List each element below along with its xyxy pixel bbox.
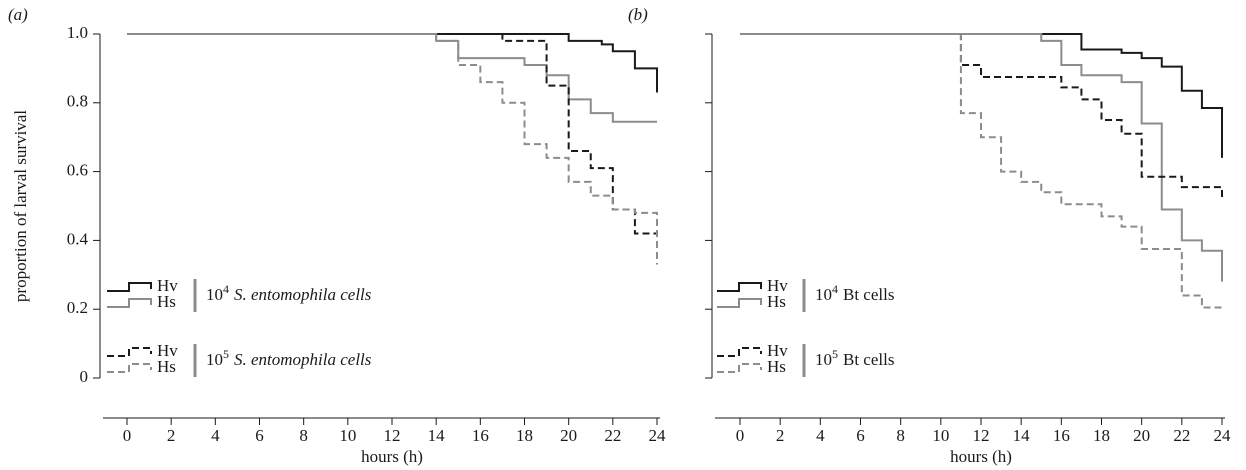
x-tick-label: 6 <box>255 426 264 445</box>
legend-swatch <box>717 298 762 308</box>
legend-group-label: 105 Bt cells <box>815 347 894 369</box>
x-tick-label: 20 <box>560 426 577 445</box>
legend-label: Hv <box>767 276 788 295</box>
group-base: 10 <box>815 350 832 369</box>
legend-label: Hs <box>157 292 176 311</box>
y-axis-label: proportion of larval survival <box>11 110 30 302</box>
panel-label: (b) <box>628 5 648 24</box>
x-tick-label: 24 <box>649 426 667 445</box>
legend-swatch <box>107 363 152 373</box>
x-tick-label: 4 <box>816 426 825 445</box>
panel-label: (a) <box>8 5 28 24</box>
survival-line <box>740 33 1223 282</box>
group-base: 10 <box>815 285 832 304</box>
legend-swatch <box>107 347 152 357</box>
x-axis-label: hours (h) <box>950 447 1012 466</box>
survival-line <box>127 33 658 93</box>
panel: (a) proportion of larval survival hours (h… <box>8 5 666 466</box>
x-tick-label: 4 <box>211 426 220 445</box>
x-tick-label: 22 <box>604 426 621 445</box>
legend-swatch <box>107 282 152 292</box>
survival-line <box>740 33 1222 309</box>
group-text: Bt cells <box>843 350 894 369</box>
x-tick-label: 12 <box>973 426 990 445</box>
legend-label: Hs <box>157 357 176 376</box>
x-tick-label: 2 <box>776 426 785 445</box>
legend-swatch <box>717 347 762 357</box>
y-tick-label: 0.6 <box>67 161 88 180</box>
legend-group-label: 104 S. entomophila cells <box>206 282 372 304</box>
group-exponent: 5 <box>832 347 838 361</box>
y-tick-label: 0.2 <box>67 298 88 317</box>
group-base: 10 <box>206 285 223 304</box>
x-tick-label: 18 <box>516 426 533 445</box>
legend-label: Hs <box>767 292 786 311</box>
x-tick-label: 22 <box>1173 426 1190 445</box>
legend-swatch <box>717 282 762 292</box>
x-tick-label: 2 <box>167 426 176 445</box>
x-tick-label: 14 <box>1013 426 1031 445</box>
legend-group-label: 105 S. entomophila cells <box>206 347 372 369</box>
x-tick-label: 8 <box>896 426 905 445</box>
group-exponent: 4 <box>223 282 229 296</box>
x-tick-label: 0 <box>123 426 132 445</box>
x-tick-label: 24 <box>1214 426 1232 445</box>
x-tick-label: 10 <box>339 426 356 445</box>
legend-swatch <box>717 363 762 373</box>
y-tick-label: 1.0 <box>67 23 88 42</box>
x-tick-label: 16 <box>1053 426 1070 445</box>
survival-line <box>127 33 657 123</box>
group-text: S. entomophila cells <box>234 285 372 304</box>
survival-line <box>740 33 1223 200</box>
legend-label: Hv <box>767 341 788 360</box>
x-tick-label: 16 <box>472 426 489 445</box>
legend-swatch <box>107 298 152 308</box>
x-tick-label: 10 <box>932 426 949 445</box>
group-text: S. entomophila cells <box>234 350 372 369</box>
panel: (b)hours (h)0 2 4 6 8 10 12 14 16 18 20 22 24HvHsHvH… <box>628 5 1231 466</box>
x-tick-label: 20 <box>1133 426 1150 445</box>
y-tick-label: 0.4 <box>67 229 89 248</box>
group-exponent: 4 <box>832 282 838 296</box>
x-tick-label: 14 <box>428 426 446 445</box>
group-base: 10 <box>206 350 223 369</box>
x-axis-label: hours (h) <box>361 447 423 466</box>
x-tick-label: 8 <box>299 426 308 445</box>
legend-label: Hv <box>157 341 178 360</box>
x-tick-label: 6 <box>856 426 865 445</box>
survival-line <box>127 33 658 251</box>
legend-group-label: 104 Bt cells <box>815 282 894 304</box>
y-tick-label: 0 <box>80 367 89 386</box>
legend-label: Hs <box>767 357 786 376</box>
group-exponent: 5 <box>223 347 229 361</box>
survival-line <box>127 33 658 265</box>
survival-line <box>740 33 1223 158</box>
x-tick-label: 18 <box>1093 426 1110 445</box>
y-tick-label: 0.8 <box>67 92 88 111</box>
group-text: Bt cells <box>843 285 894 304</box>
x-tick-label: 0 <box>736 426 745 445</box>
x-tick-label: 12 <box>384 426 401 445</box>
legend-label: Hv <box>157 276 178 295</box>
